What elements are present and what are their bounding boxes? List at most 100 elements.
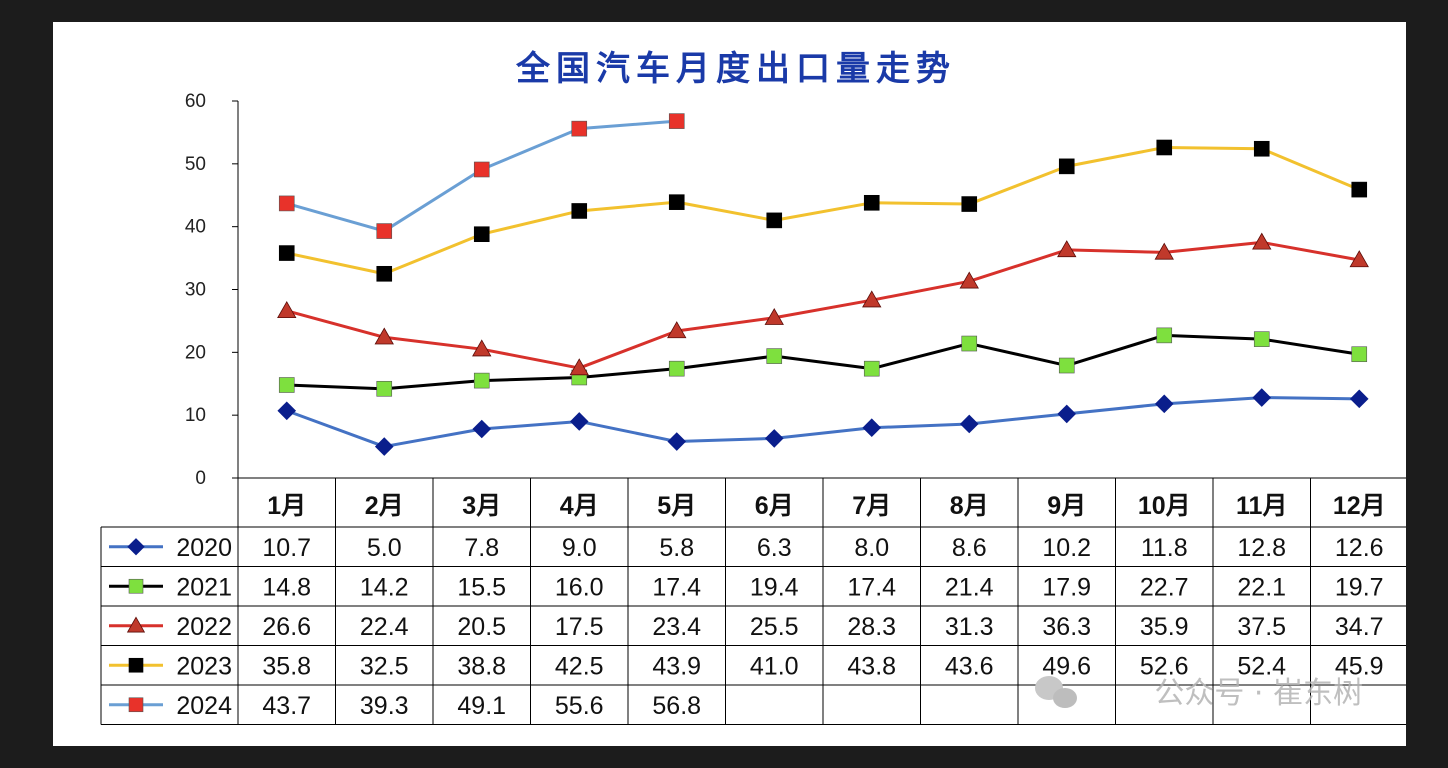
data-point — [862, 418, 882, 438]
series-line — [286, 145, 1360, 276]
data-point — [569, 358, 589, 376]
table-cell: 11.8 — [1141, 534, 1188, 562]
table-cell: 14.8 — [262, 573, 311, 601]
table-cell: 36.3 — [1042, 613, 1091, 641]
data-point — [1252, 232, 1272, 250]
data-point — [472, 419, 492, 439]
data-point — [667, 432, 687, 451]
series-2022 — [277, 232, 1369, 376]
data-point — [1252, 388, 1272, 407]
table-cell: 49.1 — [457, 692, 506, 720]
x-tick-label: 10月 — [1138, 492, 1191, 520]
series-layer — [277, 113, 1369, 456]
series-2023 — [278, 139, 1368, 282]
table-cell: 12.8 — [1237, 534, 1286, 562]
legend-marker — [128, 697, 144, 713]
x-tick-label: 7月 — [852, 492, 891, 520]
table-cell: 43.6 — [945, 652, 994, 680]
table-cell: 56.8 — [652, 692, 701, 720]
table-cell: 22.1 — [1237, 573, 1286, 601]
table-cell: 31.3 — [945, 613, 994, 641]
table-cell: 34.7 — [1335, 613, 1384, 641]
data-point — [277, 401, 297, 421]
x-tick-label: 8月 — [950, 492, 989, 520]
series-2020 — [277, 388, 1369, 456]
legend-label: 2024 — [176, 692, 232, 720]
data-point — [569, 412, 589, 431]
data-point — [1351, 346, 1368, 363]
table-cell: 20.5 — [457, 613, 506, 641]
table-cell: 38.8 — [457, 652, 506, 680]
x-tick-label: 3月 — [462, 492, 501, 520]
legend-marker — [128, 578, 144, 594]
table-cell: 15.5 — [457, 573, 506, 601]
data-point — [766, 348, 783, 364]
data-point — [1349, 250, 1369, 268]
table-cell: 17.4 — [652, 573, 701, 601]
table-cell: 17.4 — [847, 573, 896, 601]
table-cell: 49.6 — [1042, 652, 1091, 680]
table-cell: 26.6 — [262, 613, 311, 641]
table-cell: 32.5 — [360, 652, 409, 680]
data-point — [1058, 357, 1075, 374]
table-cell: 21.4 — [945, 573, 994, 601]
y-tick-label: 40 — [185, 217, 206, 238]
data-point — [1154, 242, 1174, 260]
line-chart: 全国汽车月度出口量走势 0 10 20 30 40 50 60 1月 2月 3月 4月 5月 6月 7月… — [100, 49, 1406, 725]
data-point — [1058, 158, 1075, 175]
table-cell: 8.0 — [854, 534, 889, 562]
table-cell: 37.5 — [1237, 613, 1286, 641]
table-cell: 25.5 — [750, 613, 799, 641]
y-tick-label: 0 — [195, 468, 206, 489]
legend-label: 2020 — [176, 534, 232, 562]
data-point — [961, 196, 978, 212]
data-point — [571, 120, 588, 137]
data-point — [374, 437, 394, 456]
data-point — [961, 335, 978, 352]
data-point — [278, 245, 295, 261]
data-point — [1057, 404, 1077, 424]
data-point — [1057, 240, 1077, 258]
legend-marker — [128, 657, 144, 673]
x-tick-label: 1月 — [267, 492, 306, 520]
table-cell: 23.4 — [652, 613, 701, 641]
data-point — [374, 327, 394, 345]
table-cell: 8.6 — [952, 534, 987, 562]
data-point — [277, 301, 297, 319]
series-line — [286, 396, 1360, 449]
series-2021 — [278, 327, 1368, 397]
y-tick-label: 50 — [185, 154, 206, 175]
data-point — [863, 360, 880, 377]
watermark: 公众号 · 崔东树 — [1154, 676, 1363, 711]
table-cell: 12.6 — [1335, 534, 1384, 562]
table-cell: 7.8 — [464, 534, 499, 562]
table-cell: 43.8 — [847, 652, 896, 680]
table-cell: 17.5 — [555, 613, 604, 641]
data-point — [764, 429, 784, 448]
x-tick-label: 5月 — [657, 492, 696, 520]
table-cell: 39.3 — [360, 692, 409, 720]
table-cell: 28.3 — [847, 613, 896, 641]
data-point — [667, 321, 687, 339]
data-point — [766, 212, 783, 229]
table-cell: 14.2 — [360, 573, 409, 601]
data-table: 1月 2月 3月 4月 5月 6月 7月 8月 9月 10月 11月 12月 2020 10.7 5.0 7.… — [100, 477, 1406, 725]
axis-layer: 0 10 20 30 40 50 60 — [185, 91, 239, 489]
legend-label: 2022 — [176, 613, 232, 641]
data-point — [376, 223, 393, 239]
table-cell: 52.4 — [1237, 652, 1286, 680]
x-tick-label: 2月 — [365, 492, 404, 520]
data-point — [278, 377, 295, 393]
table-cell: 19.7 — [1335, 573, 1384, 601]
table-cell: 41.0 — [750, 652, 799, 680]
legend-label: 2021 — [176, 573, 232, 601]
y-tick-label: 20 — [185, 342, 206, 363]
table-cell: 6.3 — [757, 534, 792, 562]
table-cell: 52.6 — [1140, 652, 1189, 680]
table-cell: 16.0 — [555, 573, 604, 601]
data-point — [278, 195, 295, 212]
y-tick-label: 10 — [185, 405, 206, 426]
series-line — [286, 333, 1360, 391]
data-point — [959, 414, 979, 434]
table-cell: 55.6 — [555, 692, 604, 720]
